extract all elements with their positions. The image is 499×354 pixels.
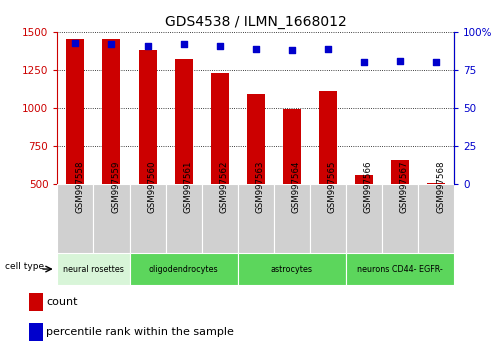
- Bar: [355, 175, 373, 260]
- Bar: [130, 253, 238, 285]
- Text: GSM997560: GSM997560: [148, 161, 157, 213]
- Bar: [391, 160, 409, 260]
- Bar: [346, 184, 382, 253]
- Bar: [93, 184, 130, 253]
- Bar: [247, 94, 265, 260]
- Bar: [29, 323, 43, 341]
- Text: oligodendrocytes: oligodendrocytes: [149, 264, 219, 274]
- Bar: [211, 73, 229, 260]
- Text: GSM997562: GSM997562: [220, 161, 229, 213]
- Bar: [346, 253, 454, 285]
- Text: GSM997561: GSM997561: [184, 161, 193, 213]
- Point: [324, 46, 332, 51]
- Bar: [319, 91, 337, 260]
- Title: GDS4538 / ILMN_1668012: GDS4538 / ILMN_1668012: [165, 16, 347, 29]
- Point: [71, 40, 79, 45]
- Bar: [175, 59, 193, 260]
- Bar: [238, 184, 274, 253]
- Text: neural rosettes: neural rosettes: [63, 264, 124, 274]
- Text: GSM997563: GSM997563: [255, 161, 265, 213]
- Point: [432, 59, 440, 65]
- Bar: [102, 40, 120, 260]
- Bar: [274, 184, 310, 253]
- Text: percentile rank within the sample: percentile rank within the sample: [46, 327, 235, 337]
- Text: neurons CD44- EGFR-: neurons CD44- EGFR-: [357, 264, 443, 274]
- Bar: [283, 109, 301, 260]
- Point: [216, 43, 224, 48]
- Text: GSM997559: GSM997559: [111, 161, 120, 213]
- Text: GSM997564: GSM997564: [292, 161, 301, 213]
- Bar: [310, 184, 346, 253]
- Text: cell type: cell type: [4, 262, 44, 271]
- Text: GSM997558: GSM997558: [75, 161, 84, 213]
- Point: [180, 41, 188, 47]
- Bar: [382, 184, 418, 253]
- Text: count: count: [46, 297, 78, 307]
- Text: GSM997568: GSM997568: [436, 161, 445, 213]
- Point: [288, 47, 296, 53]
- Text: astrocytes: astrocytes: [271, 264, 313, 274]
- Bar: [66, 39, 84, 260]
- Text: GSM997567: GSM997567: [400, 161, 409, 213]
- Bar: [418, 184, 454, 253]
- Bar: [427, 183, 445, 260]
- Point: [251, 46, 259, 51]
- Point: [396, 58, 404, 64]
- Point: [107, 41, 115, 47]
- Bar: [57, 253, 130, 285]
- Bar: [166, 184, 202, 253]
- Bar: [57, 184, 93, 253]
- Bar: [202, 184, 238, 253]
- Text: GSM997566: GSM997566: [364, 161, 373, 213]
- Bar: [130, 184, 166, 253]
- Bar: [139, 50, 157, 260]
- Bar: [29, 293, 43, 311]
- Text: GSM997565: GSM997565: [328, 161, 337, 213]
- Point: [144, 43, 152, 48]
- Bar: [238, 253, 346, 285]
- Point: [360, 59, 368, 65]
